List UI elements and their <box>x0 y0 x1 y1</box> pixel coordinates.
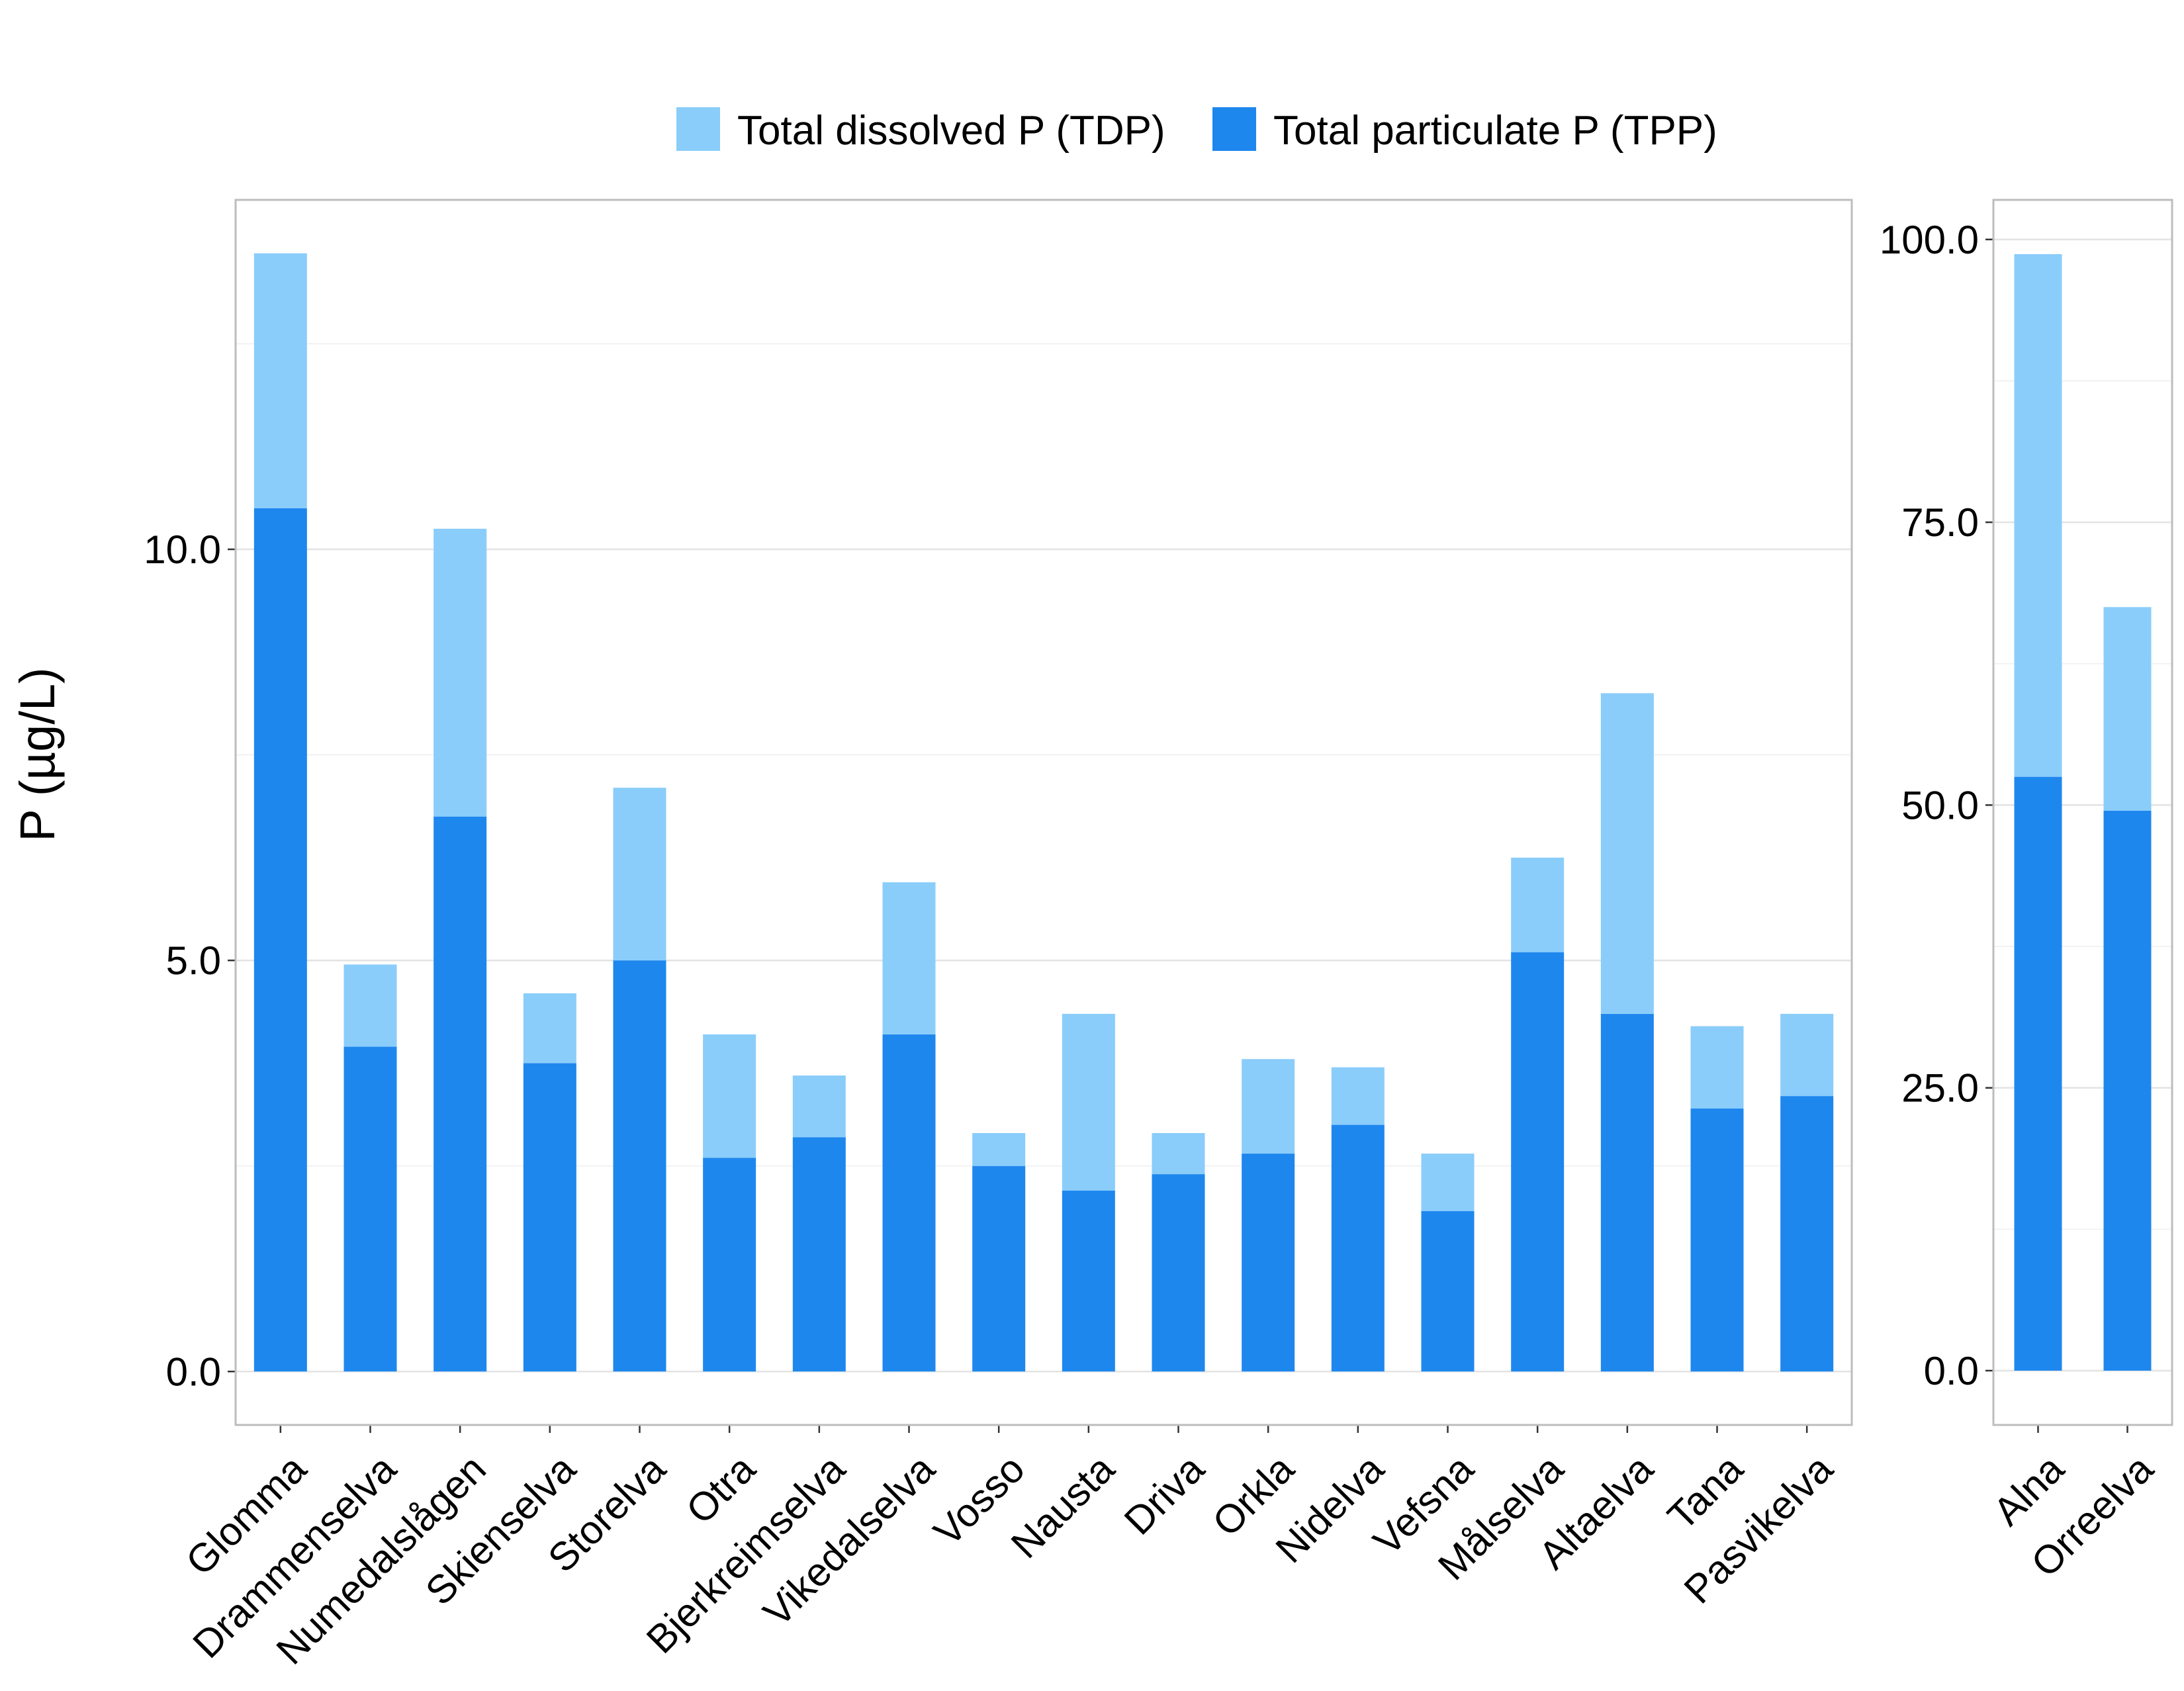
bar-tdp <box>613 788 666 961</box>
bar-tdp <box>1780 1013 1834 1097</box>
bar-tpp <box>1152 1174 1205 1372</box>
bar-tpp <box>703 1158 756 1372</box>
bar-tpp <box>1780 1096 1834 1372</box>
panel-border <box>234 199 1853 1426</box>
x-category-label: Nausta <box>1003 1446 1123 1567</box>
y-tick-label: 5.0 <box>166 938 221 983</box>
panel-border <box>1992 199 2173 1426</box>
bar-tdp <box>792 1075 846 1138</box>
y-tick-label: 75.0 <box>1901 500 1979 545</box>
bar-tdp <box>2014 254 2062 777</box>
bar-tdp <box>1242 1059 1295 1154</box>
bar-tdp <box>523 993 576 1064</box>
bar-tdp <box>1600 693 1654 1014</box>
y-tick-label: 100.0 <box>1880 218 1979 262</box>
bar-tpp <box>1331 1124 1385 1372</box>
bar-tpp <box>2014 776 2062 1371</box>
bar-tpp <box>1690 1108 1744 1372</box>
legend-tpp-swatch <box>1212 107 1256 151</box>
bar-tpp <box>792 1137 846 1372</box>
x-category-label: Driva <box>1116 1446 1213 1543</box>
legend-tdp-swatch <box>676 107 720 151</box>
bar-tpp <box>2103 810 2152 1371</box>
bar-tpp <box>1600 1013 1654 1372</box>
bar-tdp <box>1421 1154 1475 1212</box>
bar-tpp <box>1062 1190 1115 1372</box>
bar-tdp <box>1062 1013 1115 1191</box>
bar-tpp <box>613 960 666 1372</box>
bar-tdp <box>1331 1067 1385 1125</box>
bar-tdp <box>1511 857 1565 952</box>
bar-tpp <box>972 1165 1026 1372</box>
y-tick-label: 0.0 <box>166 1349 221 1394</box>
bar-tdp <box>2103 607 2152 811</box>
bar-tpp <box>1421 1211 1475 1372</box>
bar-tpp <box>253 508 307 1372</box>
bar-tdp <box>972 1132 1026 1166</box>
legend-tdp-label: Total dissolved P (TDP) <box>737 108 1165 154</box>
y-tick-label: 10.0 <box>144 527 221 572</box>
bar-tpp <box>1511 952 1565 1372</box>
legend: Total dissolved P (TDP) Total particulate… <box>676 107 1717 154</box>
y-axis-label: P (µg/L) <box>10 667 65 841</box>
y-tick-label: 25.0 <box>1901 1066 1979 1111</box>
panel-main: 0.05.010.0GlommaDrammenselvaNumedalslåge… <box>144 199 1853 1673</box>
bar-tpp <box>882 1034 936 1372</box>
legend-tpp-label: Total particulate P (TPP) <box>1273 108 1717 154</box>
bar-tdp <box>882 882 936 1034</box>
y-tick-label: 50.0 <box>1901 783 1979 827</box>
bar-tpp <box>433 816 487 1372</box>
bar-tdp <box>1152 1132 1205 1175</box>
bar-tdp <box>253 253 307 508</box>
bar-tpp <box>523 1063 576 1372</box>
y-tick-label: 0.0 <box>1924 1349 1979 1393</box>
bar-tdp <box>703 1034 756 1158</box>
bar-tpp <box>343 1046 397 1372</box>
bar-tdp <box>433 528 487 817</box>
bar-tpp <box>1242 1154 1295 1372</box>
bar-tdp <box>1690 1026 1744 1109</box>
bar-tdp <box>343 964 397 1047</box>
